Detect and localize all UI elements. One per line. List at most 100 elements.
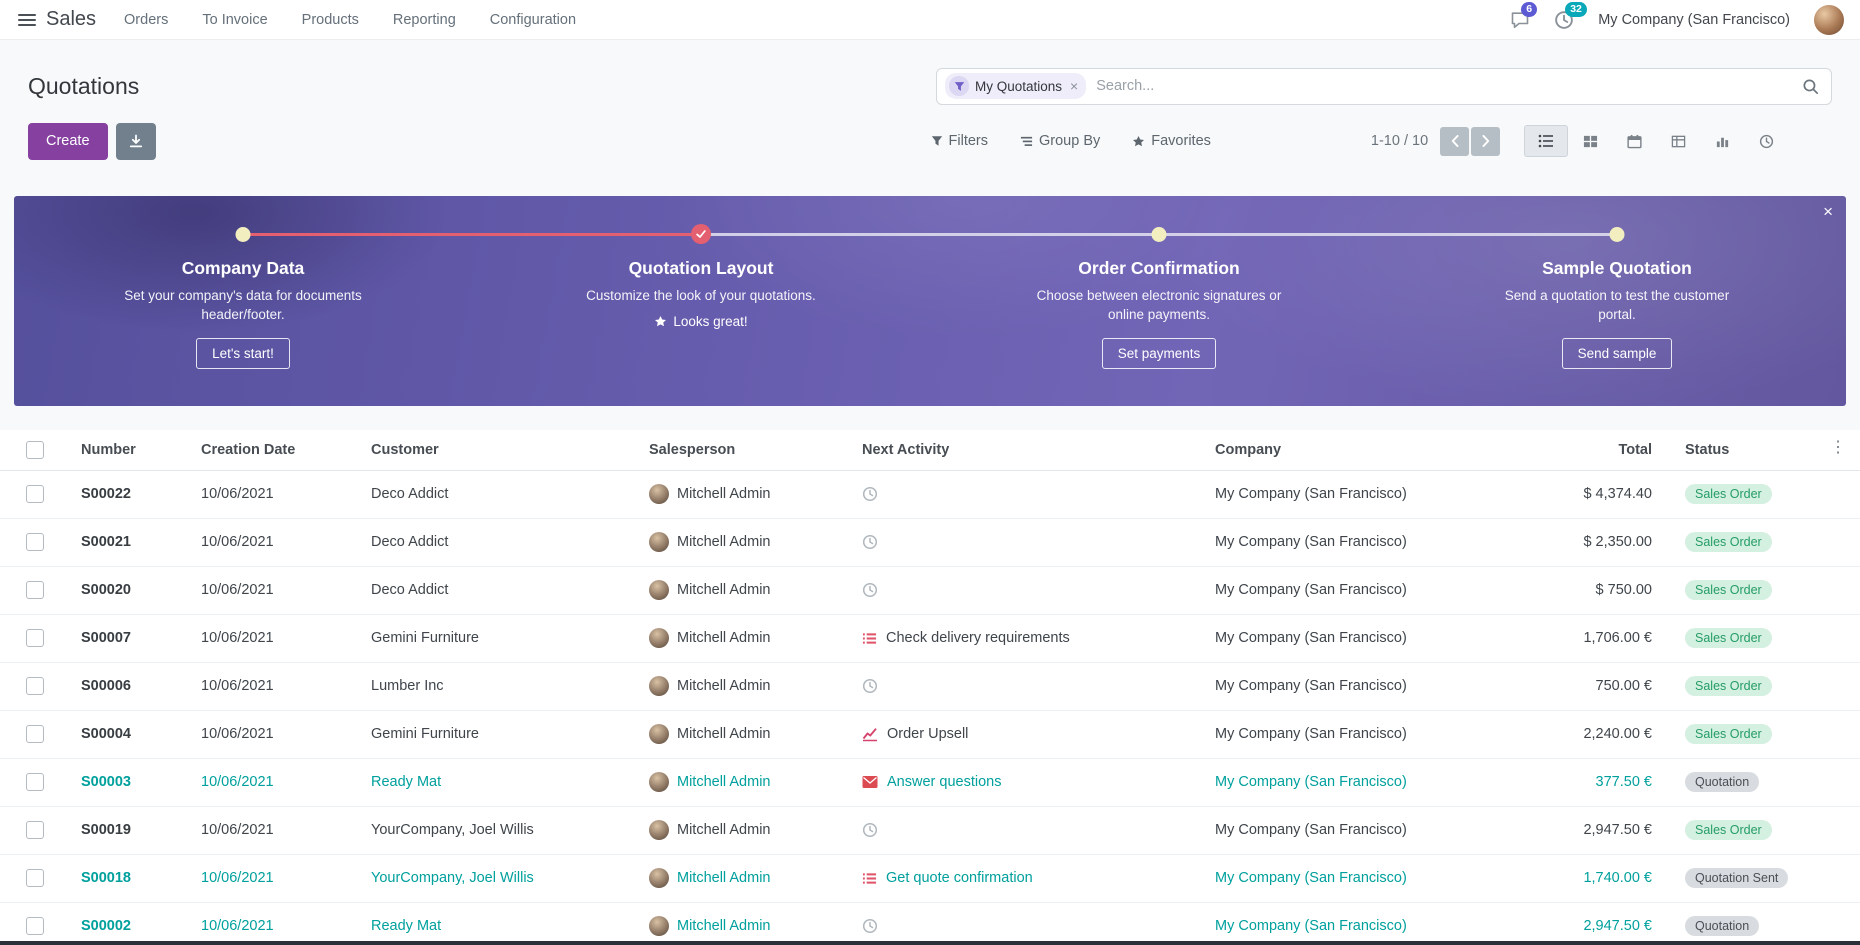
pager — [1440, 126, 1501, 156]
filters-button[interactable]: Filters — [931, 133, 988, 149]
chart-activity-icon[interactable] — [862, 726, 878, 742]
table-row[interactable]: S00020 10/06/2021 Deco Addict Mitchell Admi… — [0, 566, 1860, 615]
pager-next-button[interactable] — [1471, 126, 1501, 156]
row-checkbox[interactable] — [26, 677, 44, 695]
customer: Gemini Furniture — [354, 710, 632, 759]
table-row[interactable]: S00003 10/06/2021 Ready Mat Mitchell Admin A… — [0, 758, 1860, 807]
column-header-number[interactable]: Number — [64, 430, 184, 471]
clock-activity-icon[interactable] — [862, 822, 878, 838]
mail-activity-icon[interactable] — [862, 775, 878, 789]
view-list-button[interactable] — [1524, 125, 1569, 157]
pager-counter: 1-10 / 10 — [1370, 133, 1429, 149]
column-header-total[interactable]: Total — [1548, 430, 1668, 471]
step-description: Send a quotation to test the customer po… — [1504, 288, 1730, 322]
next-activity[interactable] — [845, 662, 1198, 711]
company-switcher[interactable]: My Company (San Francisco) — [1598, 11, 1790, 28]
step-action-button[interactable]: Let's start! — [196, 337, 290, 369]
table-body: S00022 10/06/2021 Deco Addict Mitchell Admi… — [0, 470, 1860, 945]
onboarding-banner: × Company Data Set your company's data fo… — [14, 196, 1846, 406]
search-facet[interactable]: My Quotations × — [945, 73, 1087, 99]
table-row[interactable]: S00021 10/06/2021 Deco Addict Mitchell Admi… — [0, 518, 1860, 567]
clock-activity-icon[interactable] — [862, 678, 878, 694]
navbar-menu-reporting[interactable]: Reporting — [392, 11, 456, 28]
list-activity-icon[interactable] — [862, 871, 877, 886]
navbar-menu-products[interactable]: Products — [301, 11, 359, 28]
column-header-customer[interactable]: Customer — [354, 430, 632, 471]
apps-menu-icon[interactable] — [18, 13, 36, 26]
clock-activity-icon[interactable] — [862, 534, 878, 550]
table-row[interactable]: S00004 10/06/2021 Gemini Furniture Mitchell… — [0, 710, 1860, 759]
optional-columns-icon[interactable]: ⋮ — [1830, 439, 1846, 456]
table-row[interactable]: S00007 10/06/2021 Gemini Furniture Mitchell… — [0, 614, 1860, 663]
status-cell: Sales Order — [1668, 662, 1860, 711]
group-by-button[interactable]: Group By — [1020, 133, 1100, 149]
table-row[interactable]: S00018 10/06/2021 YourCompany, Joel Willis… — [0, 854, 1860, 903]
view-graph-button[interactable] — [1700, 125, 1744, 157]
search-options: Filters Group By Favorites — [931, 133, 1211, 149]
table-row[interactable]: S00002 10/06/2021 Ready Mat Mitchell Admin M… — [0, 902, 1860, 945]
row-checkbox[interactable] — [26, 725, 44, 743]
create-button[interactable]: Create — [28, 122, 108, 160]
navbar-menu-configuration[interactable]: Configuration — [489, 11, 577, 28]
activities-button[interactable]: 32 — [1554, 1, 1587, 30]
column-header-salesperson[interactable]: Salesperson — [632, 430, 845, 471]
list-activity-icon[interactable] — [862, 631, 877, 646]
navbar-menu-to-invoice[interactable]: To Invoice — [202, 11, 268, 28]
customer: Gemini Furniture — [354, 614, 632, 663]
activity-clock-icon — [1555, 10, 1574, 29]
view-pivot-button[interactable] — [1656, 125, 1700, 157]
row-checkbox[interactable] — [26, 773, 44, 791]
navbar-menu-orders[interactable]: Orders — [124, 11, 169, 28]
row-checkbox[interactable] — [26, 917, 44, 935]
step-action-button[interactable]: Set payments — [1101, 337, 1217, 369]
row-checkbox[interactable] — [26, 629, 44, 647]
next-activity[interactable] — [845, 566, 1198, 615]
export-button[interactable] — [115, 122, 156, 160]
view-calendar-button[interactable] — [1612, 125, 1656, 157]
step-action-label: Looks great! — [673, 313, 748, 329]
row-checkbox[interactable] — [26, 581, 44, 599]
clock-activity-icon[interactable] — [862, 486, 878, 502]
creation-date: 10/06/2021 — [184, 614, 354, 663]
table-row[interactable]: S00022 10/06/2021 Deco Addict Mitchell Admi… — [0, 470, 1860, 519]
creation-date: 10/06/2021 — [184, 662, 354, 711]
column-header-next-activity[interactable]: Next Activity — [845, 430, 1198, 471]
user-avatar[interactable] — [1814, 4, 1844, 35]
row-checkbox[interactable] — [26, 869, 44, 887]
banner-close-icon[interactable]: × — [1823, 202, 1833, 221]
next-activity[interactable]: Order Upsell — [845, 710, 1198, 759]
status-badge: Quotation Sent — [1685, 868, 1789, 888]
next-activity[interactable]: Get quote confirmation — [845, 854, 1198, 903]
pager-previous-button[interactable] — [1440, 126, 1470, 156]
clock-activity-icon[interactable] — [862, 918, 878, 934]
next-activity[interactable]: Answer questions — [845, 758, 1198, 807]
facet-remove-icon[interactable]: × — [1070, 78, 1079, 94]
table-row[interactable]: S00006 10/06/2021 Lumber Inc Mitchell Admin… — [0, 662, 1860, 711]
salesperson-avatar — [649, 868, 669, 888]
step-dot — [1151, 227, 1167, 242]
next-activity[interactable] — [845, 806, 1198, 855]
app-name[interactable]: Sales — [46, 8, 97, 30]
step-action-button[interactable]: Send sample — [1561, 337, 1673, 369]
select-all-checkbox[interactable] — [26, 440, 44, 459]
next-activity[interactable] — [845, 902, 1198, 945]
search-bar[interactable]: My Quotations × — [936, 67, 1832, 105]
search-input[interactable] — [1096, 78, 1793, 94]
row-checkbox[interactable] — [26, 485, 44, 503]
row-checkbox[interactable] — [26, 821, 44, 839]
column-header-status[interactable]: Status — [1668, 430, 1860, 471]
messages-button[interactable]: 6 — [1510, 1, 1538, 30]
favorites-button[interactable]: Favorites — [1132, 133, 1211, 149]
column-header-creation-date[interactable]: Creation Date — [184, 430, 354, 471]
graph-view-icon — [1716, 137, 1728, 147]
table-row[interactable]: S00019 10/06/2021 YourCompany, Joel Willis… — [0, 806, 1860, 855]
next-activity[interactable]: Check delivery requirements — [845, 614, 1198, 663]
next-activity[interactable] — [845, 518, 1198, 567]
column-header-company[interactable]: Company — [1198, 430, 1548, 471]
next-activity[interactable] — [845, 470, 1198, 519]
row-checkbox[interactable] — [26, 533, 44, 551]
search-icon[interactable] — [1802, 78, 1819, 95]
clock-activity-icon[interactable] — [862, 582, 878, 598]
view-activity-button[interactable] — [1744, 125, 1788, 157]
view-kanban-button[interactable] — [1568, 125, 1612, 157]
